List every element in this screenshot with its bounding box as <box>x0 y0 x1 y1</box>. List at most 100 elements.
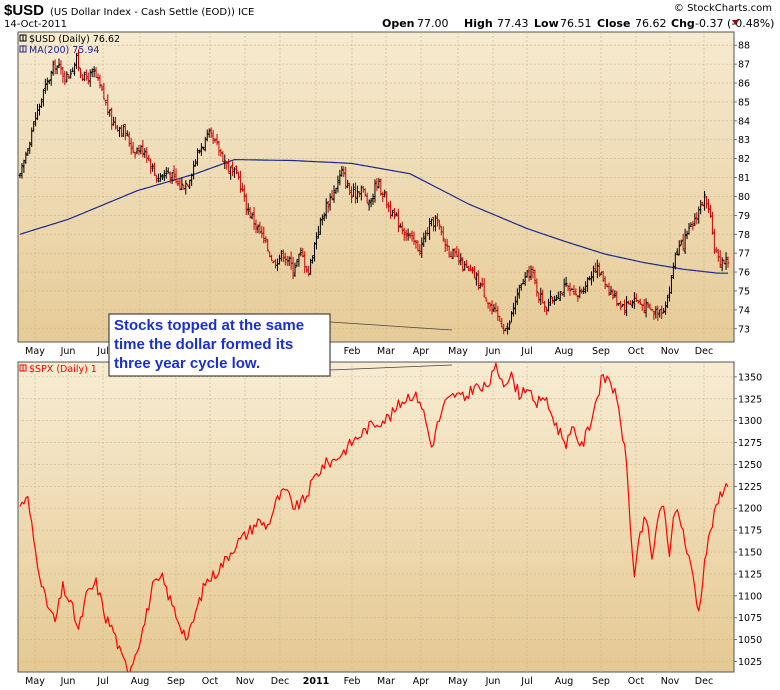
ohlc-bar <box>463 261 466 271</box>
ohlc-bar <box>691 220 695 231</box>
ohlc-bar <box>168 171 172 184</box>
x-tick-label: Oct <box>628 676 645 687</box>
ohlc-bar <box>404 230 408 241</box>
ohlc-bar <box>135 147 139 155</box>
ohlc-bar <box>447 245 451 258</box>
ohlc-bar <box>235 165 238 175</box>
ohlc-bar <box>18 173 22 179</box>
ohlc-bar <box>666 294 669 309</box>
ohlc-bar <box>664 301 667 315</box>
x-tick-label: Apr <box>413 676 430 687</box>
x-tick-label: Aug <box>555 676 574 687</box>
usd-panel: 73 74 75 76 77 78 79 80 81 82 83 84 85 86 87 88 May Jun Ju… <box>17 31 750 357</box>
y-tick-label: 79 <box>738 211 750 222</box>
ohlc-bar <box>484 297 488 302</box>
ohlc-bar <box>703 190 706 211</box>
x-tick-label: Dec <box>695 346 713 357</box>
ohlc-bar <box>149 158 152 174</box>
ohlc-bar <box>194 159 197 167</box>
y-tick-label: 1050 <box>738 635 762 646</box>
ohlc-bar <box>434 215 437 232</box>
ohlc-bar <box>315 232 318 250</box>
ohlc-bar <box>707 198 710 214</box>
ohlc-bar <box>465 259 468 268</box>
y-tick-label: 73 <box>738 324 750 335</box>
y-tick-label: 80 <box>738 192 750 203</box>
ohlc-bar <box>594 262 597 274</box>
ohlc-bar <box>367 199 371 211</box>
y-tick-label: 1025 <box>738 657 762 668</box>
ohlc-bar <box>714 247 718 253</box>
x-tick-label: Apr <box>413 346 430 357</box>
ohlc-bar <box>202 146 205 151</box>
y-tick-label: 86 <box>738 79 750 90</box>
ohlc-bar <box>227 158 230 174</box>
ohlc-bar <box>293 262 297 277</box>
ohlc-bar <box>264 236 268 244</box>
ma200-line <box>19 159 728 274</box>
close-value: 76.62 <box>635 17 667 30</box>
ohlc-bar <box>636 300 640 304</box>
x-tick-label: Jul <box>96 346 108 357</box>
ohlc-bar <box>356 185 359 203</box>
low-label: Low <box>534 17 559 30</box>
ohlc-bar <box>186 183 190 187</box>
ohlc-bar <box>406 228 410 241</box>
ohlc-bar <box>307 265 310 277</box>
ohlc-bar <box>677 240 681 256</box>
ohlc-bar <box>42 89 45 107</box>
ohlc-bar <box>498 315 502 322</box>
ohlc-bar <box>55 65 59 75</box>
ohlc-bar <box>22 159 26 173</box>
ohlc-bar <box>166 167 170 174</box>
ohlc-bar <box>258 221 262 234</box>
ohlc-bar <box>713 228 716 254</box>
annotation-line-1: Stocks topped at the same <box>114 317 304 334</box>
ohlc-bar <box>590 271 593 286</box>
ohlc-bar <box>346 179 349 189</box>
down-arrow-icon <box>732 20 739 25</box>
y-tick-label: 1125 <box>738 569 762 580</box>
symbol-description: (US Dollar Index - Cash Settle (EOD)) IC… <box>50 7 254 18</box>
ohlc-bar <box>280 249 283 262</box>
ohlc-bar <box>110 107 113 130</box>
y-tick-label: 1350 <box>738 372 762 383</box>
ohlc-bar <box>631 299 634 309</box>
ohlc-bar <box>157 173 160 183</box>
ohlc-bar <box>248 206 252 219</box>
ohlc-bar <box>430 218 433 227</box>
y-tick-label: 81 <box>738 173 750 184</box>
ohlc-bar <box>638 298 642 305</box>
annotation-line-3: three year cycle low. <box>114 355 260 372</box>
ohlc-bar <box>564 276 568 287</box>
ohlc-bar <box>112 116 115 126</box>
ohlc-bar <box>100 84 104 92</box>
y-tick-label: 1325 <box>738 394 762 405</box>
plot-area <box>17 31 735 343</box>
x-tick-label: Mar <box>377 676 395 687</box>
low-value: 76.51 <box>560 17 592 30</box>
ohlc-bar <box>63 70 67 86</box>
ohlc-bar <box>560 292 564 296</box>
ohlc-bar <box>301 248 305 258</box>
ohlc-bar <box>475 272 478 286</box>
ohlc-bar <box>79 67 82 79</box>
ohlc-bar <box>369 198 373 208</box>
ohlc-bar <box>211 129 215 144</box>
ohlc-bar <box>159 173 162 182</box>
ohlc-bar <box>478 282 482 289</box>
ohlc-bar <box>321 214 324 226</box>
ohlc-bar <box>724 252 728 270</box>
y-tick-label: 85 <box>738 97 750 108</box>
ohlc-bar <box>381 191 385 203</box>
ohlc-bar <box>336 175 340 193</box>
ohlc-bar <box>432 216 435 232</box>
ohlc-bar <box>254 219 258 234</box>
ohlc-bar <box>457 248 461 265</box>
symbol-title: $USD <box>4 2 44 19</box>
ohlc-bar <box>410 230 414 242</box>
ohlc-bar <box>674 252 677 270</box>
ohlc-bar <box>155 174 158 183</box>
ohlc-bar <box>508 320 511 330</box>
ohlc-bar <box>350 186 353 204</box>
